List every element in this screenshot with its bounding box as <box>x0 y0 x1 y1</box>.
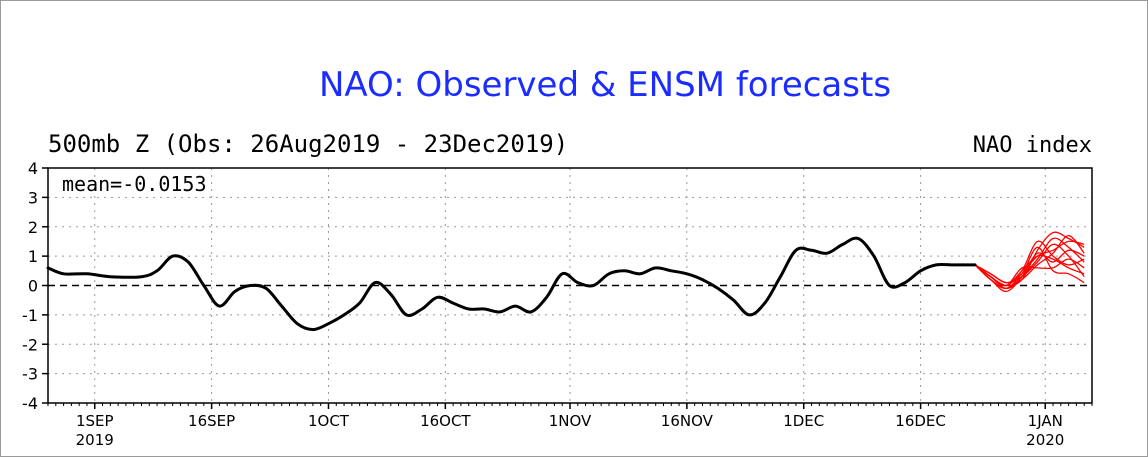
plot-area <box>47 167 1093 404</box>
y-tick-label: 0 <box>28 277 38 296</box>
x-tick-year-label: 2020 <box>1026 431 1064 449</box>
forecast-member-line-8 <box>974 246 1085 284</box>
x-tick-label: 1SEP <box>76 412 114 430</box>
x-tick-year-label: 2019 <box>76 431 114 449</box>
chart-subtitle: 500mb Z (Obs: 26Aug2019 - 23Dec2019) <box>48 130 568 158</box>
observed-nao-line <box>46 236 977 332</box>
y-tick-label: -4 <box>22 394 38 413</box>
y-tick-label: -1 <box>22 306 38 325</box>
x-tick-label: 16SEP <box>188 412 235 430</box>
x-tick-label: 1OCT <box>308 412 350 430</box>
x-tick-label: 1JAN <box>1028 412 1063 430</box>
y-tick-label: 2 <box>28 218 38 237</box>
series <box>46 231 1085 332</box>
y-tick-label: 1 <box>28 247 38 266</box>
y-tick-label: 4 <box>28 159 38 178</box>
chart-title: NAO: Observed & ENSM forecasts <box>319 65 891 105</box>
y-tick-label: 3 <box>28 188 38 207</box>
index-label: NAO index <box>973 133 1092 158</box>
y-tick-label: -3 <box>22 365 38 384</box>
x-tick-label: 1NOV <box>549 412 592 430</box>
x-tick-label: 16OCT <box>420 412 471 430</box>
grid <box>48 168 1092 403</box>
y-tick-label: -2 <box>22 335 38 354</box>
mean-annotation: mean=-0.0153 <box>62 172 207 196</box>
x-tick-label: 16DEC <box>895 412 946 430</box>
x-tick-label: 16NOV <box>661 412 714 430</box>
forecast-member-line-10 <box>974 254 1085 287</box>
x-tick-label: 1DEC <box>783 412 824 430</box>
forecast-member-line-9 <box>974 234 1085 290</box>
